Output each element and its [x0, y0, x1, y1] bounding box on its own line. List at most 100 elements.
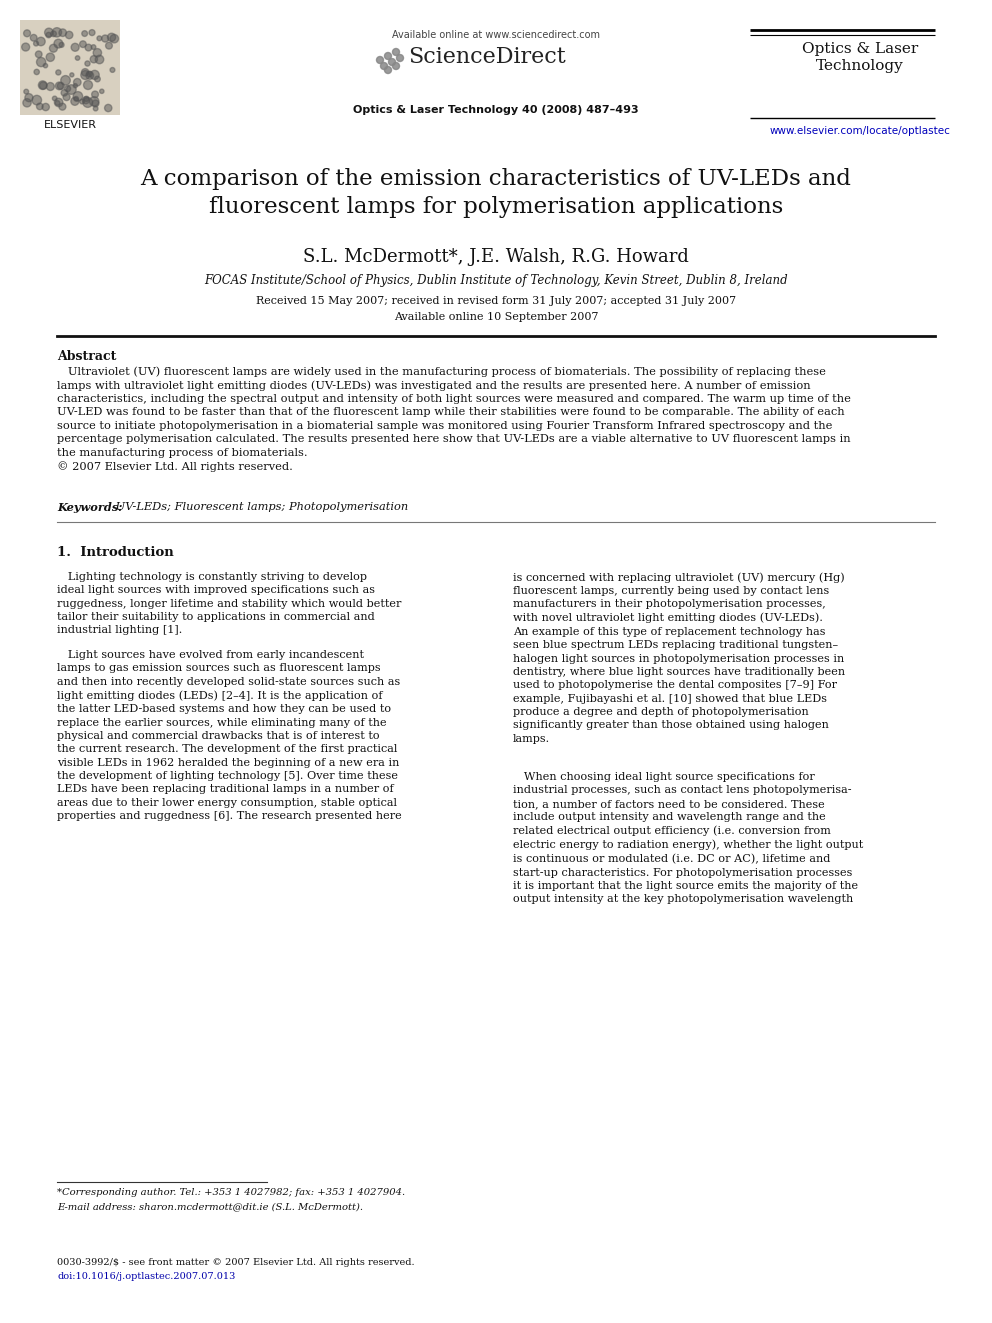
Circle shape	[101, 34, 109, 42]
Circle shape	[37, 37, 46, 46]
Circle shape	[91, 91, 98, 98]
Circle shape	[81, 30, 87, 37]
Text: *Corresponding author. Tel.: +353 1 4027982; fax: +353 1 4027904.: *Corresponding author. Tel.: +353 1 4027…	[57, 1188, 405, 1197]
Circle shape	[37, 57, 46, 66]
Circle shape	[90, 56, 97, 64]
Circle shape	[22, 44, 30, 52]
Circle shape	[90, 70, 99, 79]
Circle shape	[89, 29, 95, 36]
Text: Available online 10 September 2007: Available online 10 September 2007	[394, 312, 598, 321]
Text: doi:10.1016/j.optlastec.2007.07.013: doi:10.1016/j.optlastec.2007.07.013	[57, 1271, 235, 1281]
Text: ELSEVIER: ELSEVIER	[44, 120, 96, 130]
Circle shape	[71, 44, 79, 52]
Circle shape	[50, 44, 58, 52]
Circle shape	[82, 97, 89, 103]
Text: FOCAS Institute/School of Physics, Dublin Institute of Technology, Kevin Street,: FOCAS Institute/School of Physics, Dubli…	[204, 274, 788, 287]
Circle shape	[75, 56, 79, 61]
Circle shape	[53, 97, 57, 101]
Text: S.L. McDermott*, J.E. Walsh, R.G. Howard: S.L. McDermott*, J.E. Walsh, R.G. Howard	[304, 247, 688, 266]
Circle shape	[56, 101, 60, 106]
Circle shape	[59, 103, 65, 110]
Circle shape	[385, 66, 392, 74]
Circle shape	[24, 89, 29, 94]
Circle shape	[23, 99, 31, 107]
Circle shape	[99, 89, 104, 94]
Circle shape	[34, 69, 40, 74]
Circle shape	[59, 29, 66, 37]
Circle shape	[31, 34, 37, 41]
Circle shape	[25, 94, 33, 102]
Circle shape	[73, 91, 82, 101]
Circle shape	[377, 57, 384, 64]
Circle shape	[85, 44, 92, 50]
Circle shape	[46, 32, 52, 38]
Text: Available online at www.sciencedirect.com: Available online at www.sciencedirect.co…	[392, 30, 600, 40]
Text: E-mail address: sharon.mcdermott@dit.ie (S.L. McDermott).: E-mail address: sharon.mcdermott@dit.ie …	[57, 1203, 363, 1211]
Circle shape	[393, 62, 400, 70]
Circle shape	[45, 28, 54, 37]
Circle shape	[107, 33, 116, 41]
Circle shape	[81, 69, 89, 75]
Circle shape	[397, 54, 404, 61]
Text: UV-LEDs; Fluorescent lamps; Photopolymerisation: UV-LEDs; Fluorescent lamps; Photopolymer…	[112, 501, 409, 512]
Circle shape	[86, 71, 92, 77]
Text: ScienceDirect: ScienceDirect	[408, 46, 565, 67]
Circle shape	[40, 82, 47, 89]
Circle shape	[105, 42, 112, 49]
Circle shape	[58, 82, 64, 90]
Circle shape	[65, 32, 72, 38]
Circle shape	[91, 45, 96, 49]
Circle shape	[61, 75, 70, 85]
Circle shape	[84, 97, 89, 102]
Circle shape	[73, 97, 78, 101]
Circle shape	[42, 103, 50, 111]
Circle shape	[54, 40, 62, 48]
Circle shape	[64, 86, 70, 91]
Text: A comparison of the emission characteristics of UV-LEDs and
fluorescent lamps fo: A comparison of the emission characteris…	[141, 168, 851, 218]
Text: Ultraviolet (UV) fluorescent lamps are widely used in the manufacturing process : Ultraviolet (UV) fluorescent lamps are w…	[57, 366, 851, 472]
Circle shape	[70, 98, 79, 106]
Circle shape	[80, 70, 90, 79]
Circle shape	[32, 95, 42, 105]
Circle shape	[110, 67, 115, 73]
Circle shape	[89, 97, 99, 106]
Text: When choosing ideal light source specifications for
industrial processes, such a: When choosing ideal light source specifi…	[513, 773, 863, 905]
Circle shape	[44, 64, 48, 67]
Circle shape	[55, 98, 62, 107]
Circle shape	[36, 52, 42, 58]
Circle shape	[93, 106, 98, 111]
Circle shape	[24, 30, 31, 37]
Circle shape	[97, 36, 102, 41]
Circle shape	[83, 81, 92, 90]
Circle shape	[47, 53, 55, 61]
Circle shape	[47, 82, 55, 90]
Circle shape	[66, 85, 76, 94]
Circle shape	[95, 56, 104, 64]
Circle shape	[73, 83, 77, 87]
Circle shape	[69, 73, 74, 77]
Text: 0030-3992/$ - see front matter © 2007 Elsevier Ltd. All rights reserved.: 0030-3992/$ - see front matter © 2007 El…	[57, 1258, 415, 1267]
Text: is concerned with replacing ultraviolet (UV) mercury (Hg)
fluorescent lamps, cur: is concerned with replacing ultraviolet …	[513, 572, 845, 744]
Circle shape	[86, 71, 93, 79]
Circle shape	[110, 34, 119, 42]
Text: Abstract: Abstract	[57, 351, 116, 363]
Circle shape	[60, 42, 64, 48]
Circle shape	[51, 30, 57, 37]
Circle shape	[34, 41, 39, 46]
Text: Keywords:: Keywords:	[57, 501, 122, 513]
Circle shape	[393, 49, 400, 56]
Circle shape	[92, 101, 99, 107]
Circle shape	[73, 78, 81, 86]
Circle shape	[83, 98, 92, 107]
Text: Optics & Laser
Technology: Optics & Laser Technology	[802, 42, 919, 73]
Circle shape	[79, 99, 84, 105]
Text: Received 15 May 2007; received in revised form 31 July 2007; accepted 31 July 20: Received 15 May 2007; received in revise…	[256, 296, 736, 306]
Circle shape	[39, 81, 47, 90]
Circle shape	[93, 49, 101, 57]
Circle shape	[104, 105, 112, 111]
Circle shape	[381, 62, 388, 70]
Circle shape	[63, 94, 70, 101]
Bar	[20, 20, 120, 115]
Circle shape	[37, 103, 43, 110]
Circle shape	[389, 58, 396, 66]
